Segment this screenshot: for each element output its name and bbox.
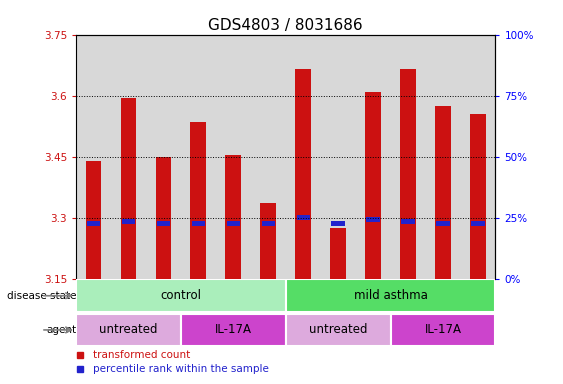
Bar: [436, 221, 450, 226]
Bar: [146, 35, 181, 279]
Bar: [391, 35, 426, 279]
Bar: [87, 221, 100, 226]
Bar: [191, 221, 205, 226]
Bar: [365, 91, 381, 279]
Text: percentile rank within the sample: percentile rank within the sample: [93, 364, 269, 374]
Bar: [76, 313, 181, 346]
Bar: [285, 35, 321, 279]
Bar: [297, 215, 310, 220]
Bar: [181, 313, 286, 346]
Bar: [76, 279, 285, 312]
Text: mild asthma: mild asthma: [354, 289, 427, 302]
Bar: [321, 35, 356, 279]
Text: disease state: disease state: [7, 291, 76, 301]
Text: control: control: [160, 289, 202, 302]
Text: transformed count: transformed count: [93, 350, 190, 360]
Bar: [76, 35, 111, 279]
Bar: [157, 221, 170, 226]
Bar: [391, 313, 495, 346]
Bar: [190, 122, 206, 279]
Bar: [285, 313, 391, 346]
Bar: [260, 204, 276, 279]
Text: agent: agent: [46, 325, 76, 335]
Bar: [461, 35, 495, 279]
Bar: [111, 35, 146, 279]
Bar: [367, 217, 380, 222]
Bar: [296, 69, 311, 279]
Bar: [470, 114, 486, 279]
Text: IL-17A: IL-17A: [425, 323, 462, 336]
Bar: [285, 279, 495, 312]
Bar: [400, 69, 416, 279]
Text: untreated: untreated: [309, 323, 368, 336]
Text: IL-17A: IL-17A: [215, 323, 252, 336]
Bar: [181, 35, 216, 279]
Title: GDS4803 / 8031686: GDS4803 / 8031686: [208, 18, 363, 33]
Bar: [401, 219, 415, 224]
Bar: [471, 221, 485, 226]
Bar: [120, 98, 136, 279]
Bar: [122, 219, 135, 224]
Bar: [251, 35, 286, 279]
Bar: [86, 161, 101, 279]
Bar: [216, 35, 251, 279]
Bar: [262, 221, 275, 226]
Bar: [332, 221, 345, 226]
Bar: [330, 228, 346, 279]
Bar: [356, 35, 391, 279]
Bar: [435, 106, 451, 279]
Bar: [155, 157, 171, 279]
Text: untreated: untreated: [99, 323, 158, 336]
Bar: [227, 221, 240, 226]
Bar: [225, 155, 241, 279]
Bar: [426, 35, 461, 279]
